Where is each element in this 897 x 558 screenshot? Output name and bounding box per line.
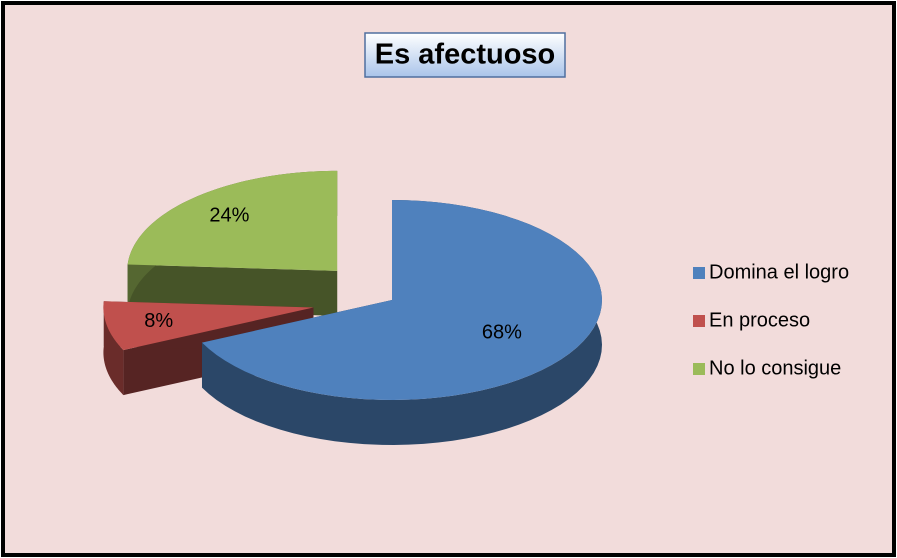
data-label: 24% — [209, 204, 249, 226]
legend-label: Domina el logro — [709, 261, 849, 283]
slice — [127, 170, 338, 271]
legend-swatch — [693, 315, 705, 327]
slice — [103, 301, 314, 351]
slice-side — [103, 301, 124, 396]
chart-title: Es afectuoso — [375, 39, 556, 71]
data-label: 8% — [144, 310, 173, 332]
legend-label: No lo consigue — [709, 357, 841, 379]
data-label: 68% — [482, 322, 522, 344]
legend-swatch — [693, 267, 705, 279]
pie: 68% 8% 24% — [103, 170, 602, 445]
legend-swatch — [693, 363, 705, 375]
legend-label: En proceso — [709, 309, 810, 331]
legend: Domina el logro En proceso No lo consigue — [693, 261, 849, 379]
slice-wall — [127, 264, 338, 316]
slice — [201, 200, 602, 400]
title-box — [364, 32, 566, 78]
